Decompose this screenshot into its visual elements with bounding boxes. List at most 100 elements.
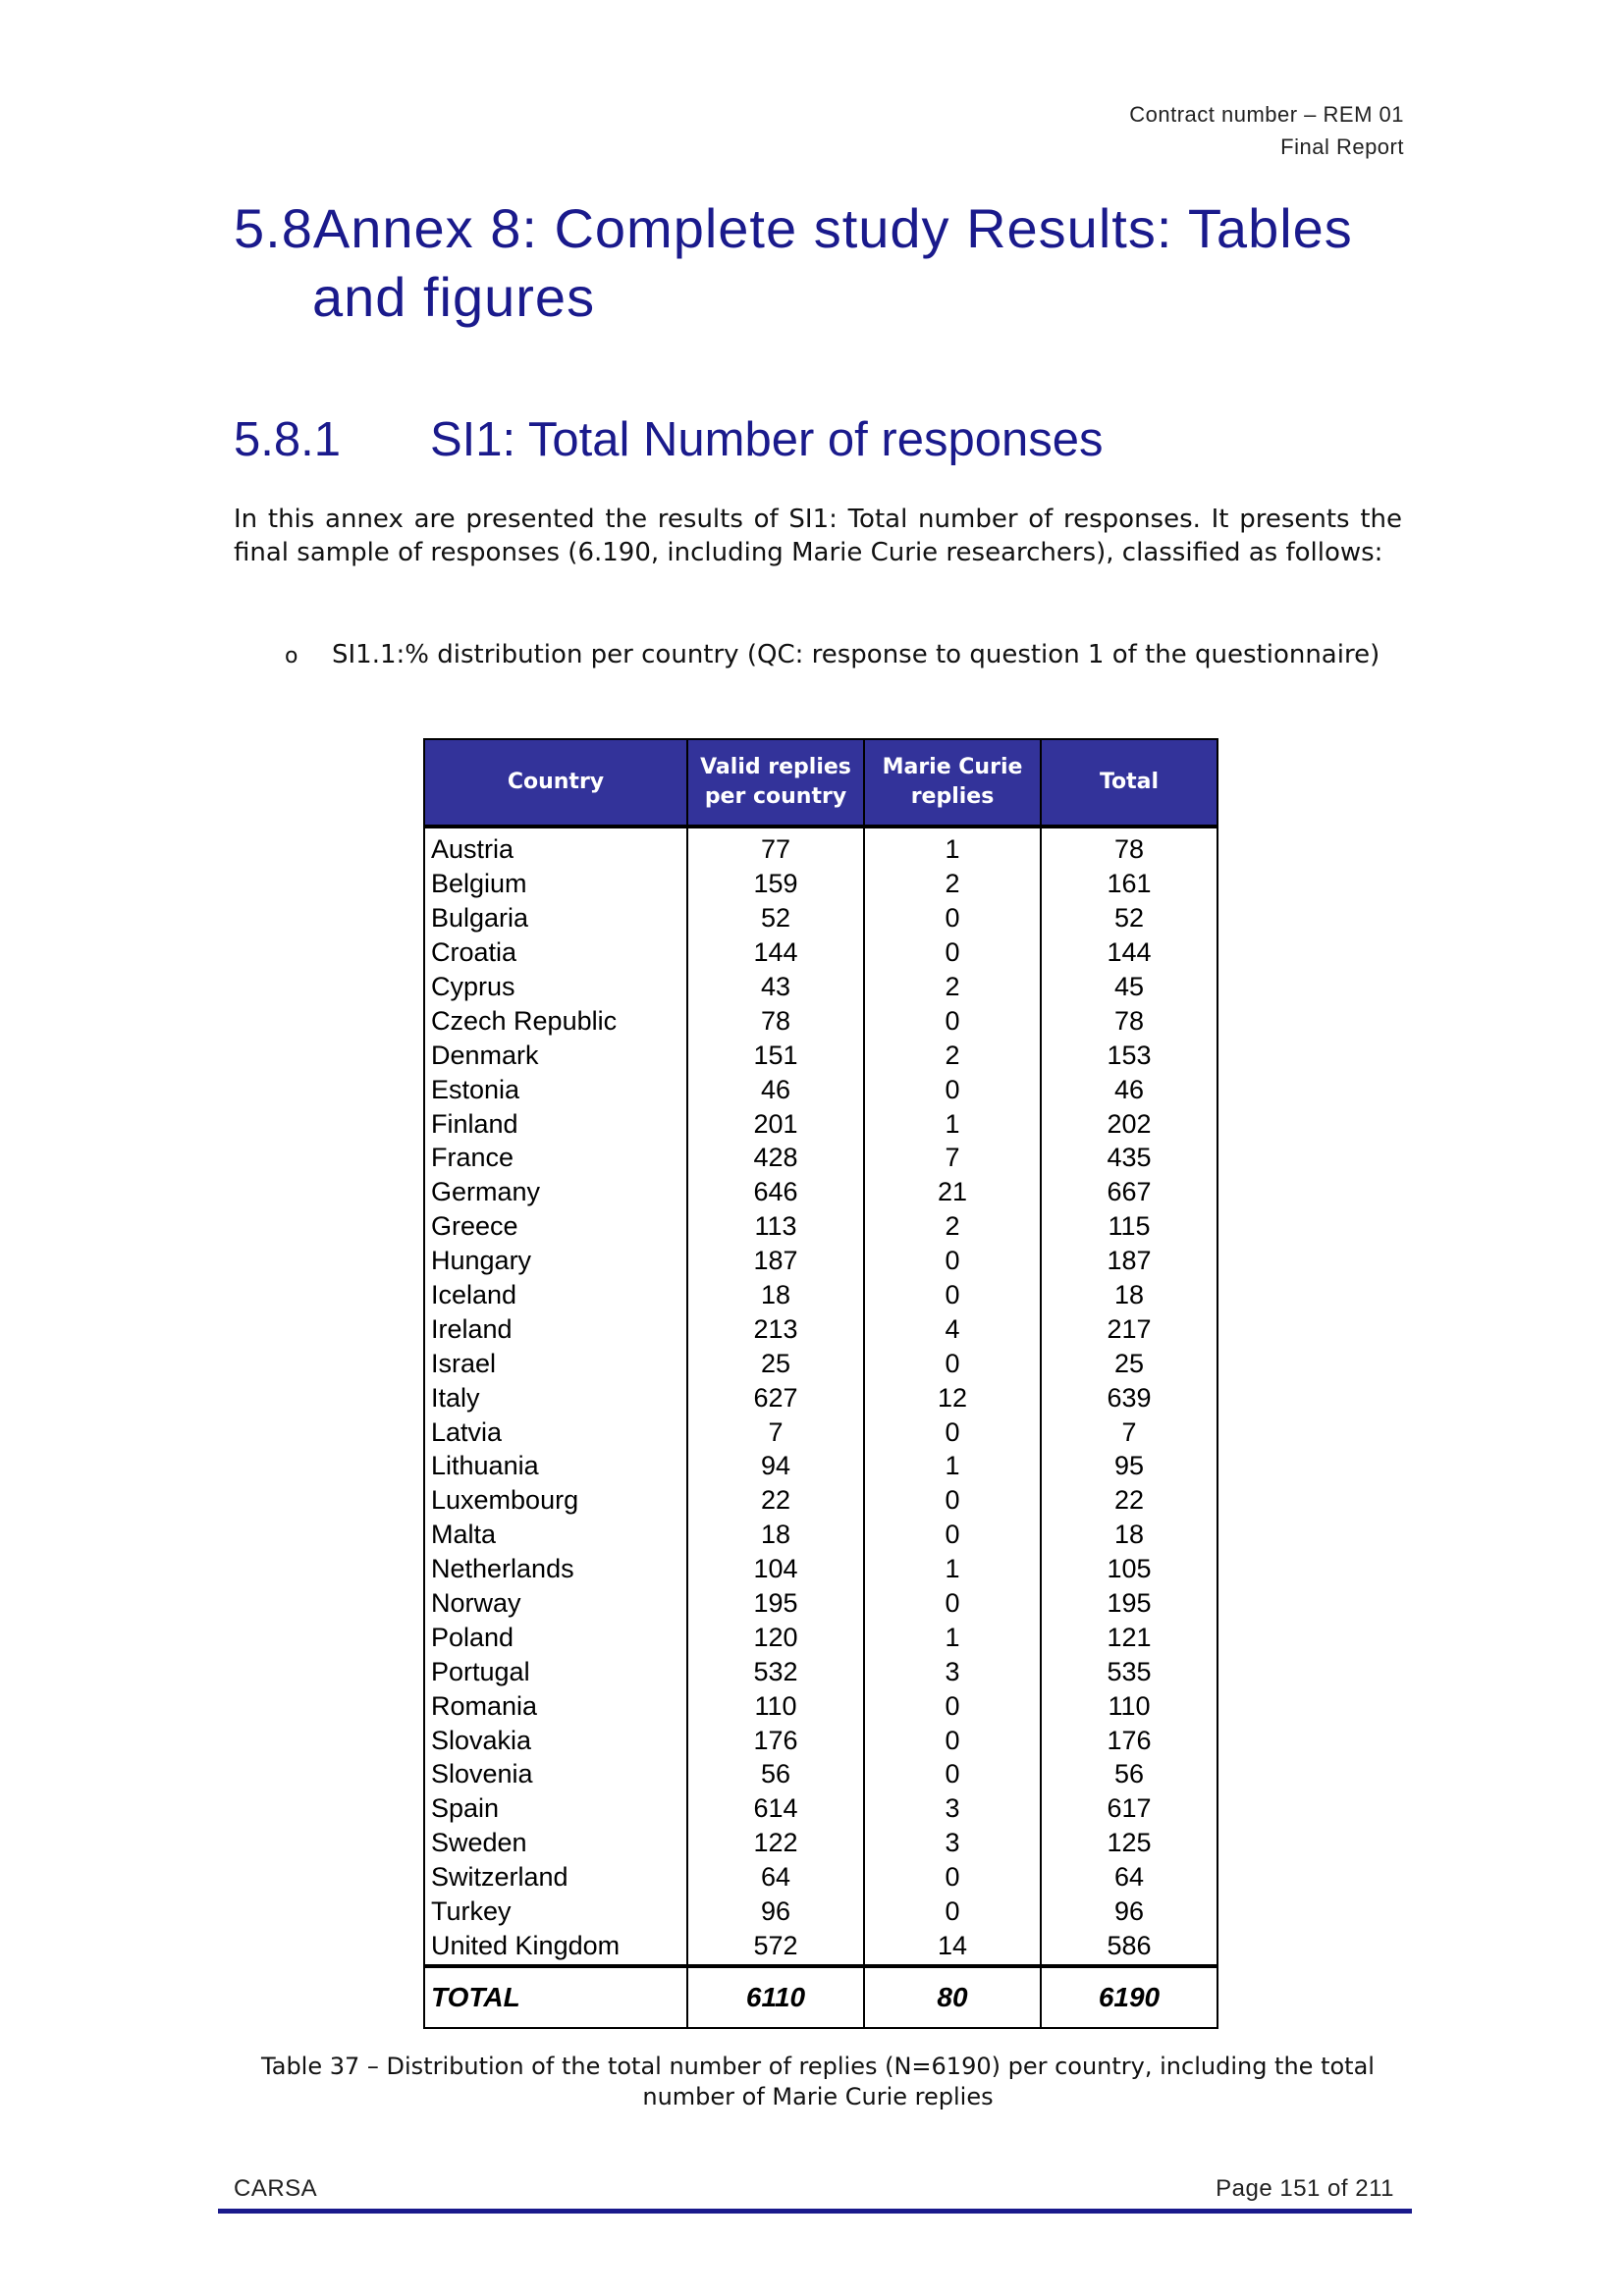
cell-valid-replies: 78 [686,1003,865,1039]
table-row: Poland 120 1 121 [423,1620,1218,1655]
cell-total: 217 [1040,1311,1218,1347]
table-row: Greece 113 2 115 [423,1208,1218,1244]
cell-marie-curie: 4 [863,1311,1042,1347]
cell-marie-curie: 0 [863,900,1042,935]
column-header-valid-replies: Valid replies per country [686,738,865,828]
cell-country: Latvia [423,1415,688,1450]
cell-valid-replies: 64 [686,1859,865,1895]
cell-marie-curie: 0 [863,1859,1042,1895]
cell-country: Cyprus [423,969,688,1004]
cell-marie-curie: 0 [863,1482,1042,1518]
cell-marie-curie: 0 [863,934,1042,970]
cell-total: 153 [1040,1038,1218,1073]
table-row: Switzerland 64 0 64 [423,1859,1218,1895]
cell-marie-curie: 0 [863,1757,1042,1791]
cell-valid-replies: 532 [686,1654,865,1689]
cell-marie-curie: 0 [863,1723,1042,1758]
cell-country: Portugal [423,1654,688,1689]
table-row: Croatia 144 0 144 [423,934,1218,970]
cell-valid-replies: 122 [686,1825,865,1860]
cell-marie-curie: 3 [863,1654,1042,1689]
footer-divider [218,2209,1412,2214]
cell-marie-curie: 12 [863,1380,1042,1415]
intro-paragraph: In this annex are presented the results … [234,505,1402,567]
total-total: 6190 [1040,1966,1218,2030]
header-report-type: Final Report [1280,134,1404,159]
cell-marie-curie: 0 [863,1277,1042,1312]
subsection-heading: 5.8.1 SI1: Total Number of responses [234,410,1412,469]
cell-marie-curie: 0 [863,1688,1042,1724]
cell-country: Turkey [423,1894,688,1929]
table-row: Germany 646 21 667 [423,1174,1218,1209]
bullet-mark: o [285,644,298,668]
cell-marie-curie: 0 [863,1415,1042,1450]
cell-total: 586 [1040,1928,1218,1969]
cell-country: Belgium [423,866,688,901]
cell-country: Germany [423,1174,688,1209]
cell-total: 7 [1040,1415,1218,1450]
cell-valid-replies: 187 [686,1243,865,1278]
cell-total: 56 [1040,1757,1218,1791]
cell-total: 96 [1040,1894,1218,1929]
cell-marie-curie: 2 [863,1038,1042,1073]
table-row: Netherlands 104 1 105 [423,1551,1218,1586]
cell-marie-curie: 0 [863,1585,1042,1621]
table-row: France 428 7 435 [423,1141,1218,1175]
cell-valid-replies: 195 [686,1585,865,1621]
table-row: Estonia 46 0 46 [423,1072,1218,1107]
cell-total: 78 [1040,827,1218,867]
cell-marie-curie: 7 [863,1141,1042,1175]
cell-valid-replies: 46 [686,1072,865,1107]
cell-total: 105 [1040,1551,1218,1586]
cell-marie-curie: 0 [863,1003,1042,1039]
table-row: United Kingdom 572 14 586 [423,1928,1218,1969]
section-heading: 5.8Annex 8: Complete study Results: Tabl… [234,194,1412,332]
footer-page-number: Page 151 of 211 [1216,2175,1394,2202]
table-row: Bulgaria 52 0 52 [423,900,1218,935]
cell-marie-curie: 2 [863,969,1042,1004]
table-row: Lithuania 94 1 95 [423,1449,1218,1483]
cell-marie-curie: 0 [863,1072,1042,1107]
table-row: Israel 25 0 25 [423,1346,1218,1381]
cell-country: Iceland [423,1277,688,1312]
cell-marie-curie: 1 [863,1106,1042,1142]
table-row: Luxembourg 22 0 22 [423,1482,1218,1518]
cell-country: Switzerland [423,1859,688,1895]
table-row: Norway 195 0 195 [423,1585,1218,1621]
cell-valid-replies: 572 [686,1928,865,1969]
table-row: Hungary 187 0 187 [423,1243,1218,1278]
table-row: Spain 614 3 617 [423,1790,1218,1826]
table-row: Czech Republic 78 0 78 [423,1003,1218,1039]
cell-valid-replies: 7 [686,1415,865,1450]
cell-valid-replies: 614 [686,1790,865,1826]
cell-country: Czech Republic [423,1003,688,1039]
cell-valid-replies: 94 [686,1449,865,1483]
cell-total: 176 [1040,1723,1218,1758]
cell-valid-replies: 159 [686,866,865,901]
section-title-line2: and figures [312,266,596,328]
cell-valid-replies: 646 [686,1174,865,1209]
cell-marie-curie: 3 [863,1790,1042,1826]
cell-country: Denmark [423,1038,688,1073]
cell-valid-replies: 110 [686,1688,865,1724]
header-contract-number: Contract number – REM 01 [1129,102,1404,127]
cell-marie-curie: 2 [863,866,1042,901]
bullet-text: SI1.1:% distribution per country (QC: re… [332,640,1380,669]
cell-marie-curie: 0 [863,1517,1042,1552]
cell-marie-curie: 21 [863,1174,1042,1209]
cell-valid-replies: 428 [686,1141,865,1175]
responses-table: Country Valid replies per country Marie … [423,738,1218,2030]
cell-marie-curie: 3 [863,1825,1042,1860]
cell-valid-replies: 43 [686,969,865,1004]
cell-valid-replies: 213 [686,1311,865,1347]
cell-valid-replies: 25 [686,1346,865,1381]
table-row: Iceland 18 0 18 [423,1277,1218,1312]
table-row: Belgium 159 2 161 [423,866,1218,901]
cell-total: 667 [1040,1174,1218,1209]
table-row: Denmark 151 2 153 [423,1038,1218,1073]
cell-total: 115 [1040,1208,1218,1244]
cell-total: 144 [1040,934,1218,970]
cell-country: Hungary [423,1243,688,1278]
cell-country: Estonia [423,1072,688,1107]
cell-total: 535 [1040,1654,1218,1689]
